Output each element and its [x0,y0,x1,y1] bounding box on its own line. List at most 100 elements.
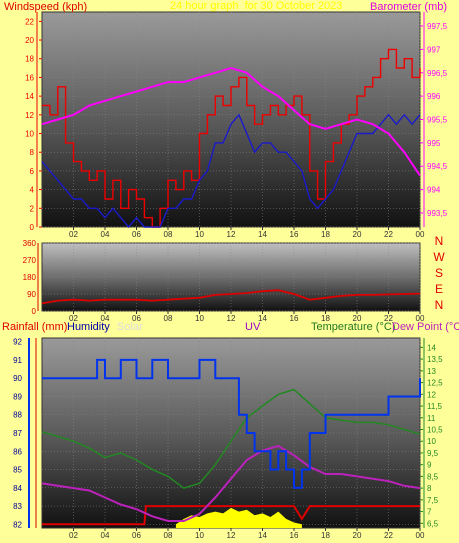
dewpoint-ylabel: Dew Point (°C) [392,321,459,333]
x-tick-label: 08 [164,531,173,540]
x-tick-label: 10 [195,531,204,540]
humidity-tick-label: 90 [13,374,22,383]
x-tick-label: 02 [69,314,78,323]
wind-direction-line [41,289,421,305]
wind-tick-label: 4 [30,186,35,195]
barometer-tick-label: 994 [427,186,441,195]
wind-tick-label: 2 [30,204,35,213]
x-tick-label: 20 [353,314,362,323]
humidity-tick-label: 89 [13,392,22,401]
x-tick-label: 02 [69,531,78,540]
direction-tick-label: 360 [23,239,37,248]
x-tick-label: 16 [290,314,299,323]
direction-tick-label: 180 [23,273,37,282]
x-tick-label: 10 [195,230,204,239]
compass-label: W [433,250,445,264]
x-tick-label: 04 [101,230,110,239]
barometer-tick-label: 994,5 [427,162,448,171]
solar-label: Solar [117,321,143,333]
humidity-tick-label: 91 [13,356,22,365]
solar-area [175,507,302,528]
temperature-tick-label: 8 [427,484,432,493]
temperature-tick-label: 13 [427,367,436,376]
x-tick-label: 04 [101,314,110,323]
humidity-tick-label: 88 [13,411,22,420]
title-suffix: for 30 October 2023 [245,0,343,12]
x-tick-label: 22 [384,314,393,323]
x-tick-label: 12 [227,531,236,540]
x-tick-label: 00 [416,531,425,540]
x-tick-label: 14 [258,531,267,540]
humidity-tick-label: 82 [13,520,22,529]
x-tick-label: 14 [258,314,267,323]
barometer-tick-label: 997 [427,45,441,54]
barometer-line [41,67,421,177]
wind-tick-label: 6 [30,167,35,176]
temperature-ylabel: Temperature (°C) [311,321,395,333]
x-tick-label: 06 [132,531,141,540]
temperature-line [41,388,421,489]
humidity-tick-label: 85 [13,466,22,475]
x-tick-label: 20 [353,230,362,239]
x-tick-label: 22 [384,230,393,239]
x-tick-label: 10 [195,314,204,323]
compass-label: N [435,234,444,248]
barometer-tick-label: 996 [427,92,441,101]
barometer-tick-label: 995 [427,139,441,148]
temperature-tick-label: 9,5 [427,449,439,458]
barometer-tick-label: 997,5 [427,22,448,31]
barometer-ylabel: Barometer (mb) [370,1,447,13]
x-tick-label: 18 [321,314,330,323]
x-tick-label: 00 [416,314,425,323]
x-tick-label: 18 [321,531,330,540]
compass-label: S [435,266,443,280]
wind-tick-label: 14 [25,92,34,101]
humidity-tick-label: 87 [13,429,22,438]
x-tick-label: 16 [290,531,299,540]
compass-label: N [435,298,444,312]
direction-tick-label: 0 [32,307,37,316]
temperature-tick-label: 6,5 [427,519,439,528]
temperature-tick-label: 7 [427,508,432,517]
barometer-tick-label: 995,5 [427,116,448,125]
wind-plot-area [41,11,421,228]
wind-tick-label: 8 [30,148,35,157]
direction-tick-label: 90 [27,290,36,299]
humidity-line [42,358,421,489]
rainfall-line [42,505,420,526]
humidity-tick-label: 86 [13,447,22,456]
direction-tick-label: 270 [23,256,37,265]
x-tick-label: 12 [227,230,236,239]
rainfall-ylabel: Rainfall (mm) [2,321,67,333]
x-tick-label: 12 [227,314,236,323]
title-main: 24 hour graph [170,0,239,12]
barometer-tick-label: 996,5 [427,69,448,78]
wind-ylabel: Windspeed (kph) [4,1,87,13]
temperature-tick-label: 8,5 [427,472,439,481]
uv-label: UV [245,321,261,333]
wind-tick-label: 0 [30,223,35,232]
x-tick-label: 06 [132,230,141,239]
temperature-tick-label: 12 [427,390,436,399]
humidity-tick-label: 84 [13,484,22,493]
temperature-tick-label: 11 [427,414,436,423]
x-tick-label: 08 [164,314,173,323]
wind-average-line [41,113,421,229]
dewpoint-line [41,444,421,522]
humidity-label: Humidity [67,321,110,333]
x-tick-label: 04 [101,531,110,540]
wind-tick-label: 20 [25,36,34,45]
x-tick-label: 06 [132,314,141,323]
temperature-tick-label: 7,5 [427,496,439,505]
x-tick-label: 00 [416,230,425,239]
humidity-tick-label: 83 [13,502,22,511]
x-tick-label: 18 [321,230,330,239]
temperature-tick-label: 11,5 [427,402,443,411]
wind-tick-label: 22 [25,17,34,26]
wind-tick-label: 10 [25,130,34,139]
wind-gust-line [42,48,421,228]
chart-title: 24 hour graph for 30 October 2023 [170,0,342,12]
x-tick-label: 22 [384,531,393,540]
x-tick-label: 02 [69,230,78,239]
x-tick-label: 16 [290,230,299,239]
